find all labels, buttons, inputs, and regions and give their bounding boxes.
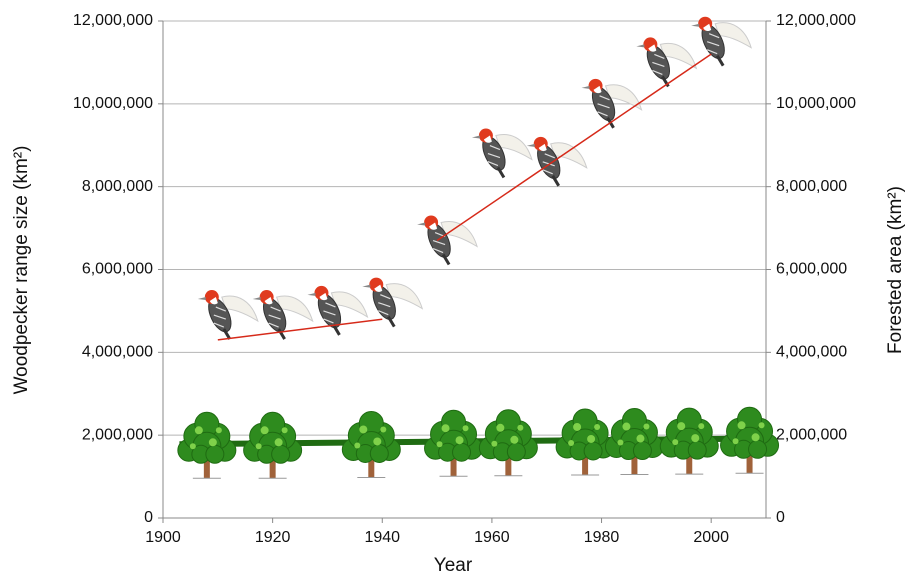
tree-highlight: [209, 438, 217, 446]
tree-highlight: [463, 425, 469, 431]
tree-highlight: [510, 436, 518, 444]
tree-highlight: [496, 424, 504, 432]
y-tick-label: 4,000,000: [82, 344, 153, 361]
y2-tick-label: 8,000,000: [776, 178, 847, 195]
tree-leaf: [633, 442, 651, 460]
tree-highlight: [573, 423, 581, 431]
tree-leaf: [749, 440, 767, 458]
tree-highlight: [456, 436, 464, 444]
tree-highlight: [691, 434, 699, 442]
y2-tick-label: 12,000,000: [776, 12, 856, 29]
tree-leaf: [507, 443, 525, 461]
tree-highlight: [216, 427, 222, 433]
y-tick-label: 6,000,000: [82, 261, 153, 278]
y2-tick-label: 0: [776, 509, 785, 526]
y-tick-label: 8,000,000: [82, 178, 153, 195]
tree-leaf: [688, 441, 706, 459]
chart: Year Woodpecker range size (km²) Foreste…: [0, 0, 912, 577]
tree-highlight: [759, 422, 765, 428]
tree-highlight: [733, 438, 739, 444]
tree-leaf: [272, 445, 290, 463]
tree-highlight: [282, 427, 288, 433]
background: [0, 0, 912, 577]
x-tick-label: 1960: [474, 529, 510, 546]
y2-tick-label: 10,000,000: [776, 95, 856, 112]
tree-highlight: [738, 421, 746, 429]
tree-leaf: [453, 443, 471, 461]
tree-highlight: [517, 425, 523, 431]
tree-highlight: [256, 443, 262, 449]
tree-highlight: [594, 424, 600, 430]
tree-highlight: [491, 441, 497, 447]
tree-highlight: [261, 426, 269, 434]
tree-highlight: [354, 442, 360, 448]
x-tick-label: 2000: [693, 529, 729, 546]
x-tick-label: 1900: [145, 529, 181, 546]
tree-highlight: [442, 424, 450, 432]
tree-highlight: [752, 433, 760, 441]
tree-highlight: [190, 443, 196, 449]
tree-highlight: [568, 440, 574, 446]
tree-leaf: [370, 444, 388, 462]
y2-tick-label: 4,000,000: [776, 344, 847, 361]
y2-axis-label: Forested area (km²): [885, 186, 906, 354]
tree-highlight: [677, 422, 685, 430]
y-tick-label: 2,000,000: [82, 426, 153, 443]
tree-highlight: [643, 424, 649, 430]
y2-tick-label: 6,000,000: [776, 261, 847, 278]
tree-highlight: [195, 426, 203, 434]
y-tick-label: 12,000,000: [73, 12, 153, 29]
tree-highlight: [698, 423, 704, 429]
tree-highlight: [373, 437, 381, 445]
y-tick-label: 10,000,000: [73, 95, 153, 112]
tree-highlight: [587, 435, 595, 443]
y-tick-label: 0: [144, 509, 153, 526]
x-tick-label: 1940: [364, 529, 400, 546]
tree-highlight: [622, 423, 630, 431]
tree-highlight: [636, 435, 644, 443]
tree-highlight: [275, 438, 283, 446]
tree-highlight: [437, 441, 443, 447]
tree-leaf: [584, 442, 602, 460]
x-tick-label: 1920: [255, 529, 291, 546]
y-axis-label: Woodpecker range size (km²): [11, 146, 32, 395]
tree-highlight: [672, 439, 678, 445]
y2-tick-label: 2,000,000: [776, 426, 847, 443]
x-tick-label: 1980: [584, 529, 620, 546]
tree-highlight: [617, 440, 623, 446]
x-axis-label: Year: [434, 555, 473, 576]
tree-highlight: [380, 426, 386, 432]
tree-leaf: [206, 445, 224, 463]
tree-highlight: [359, 425, 367, 433]
